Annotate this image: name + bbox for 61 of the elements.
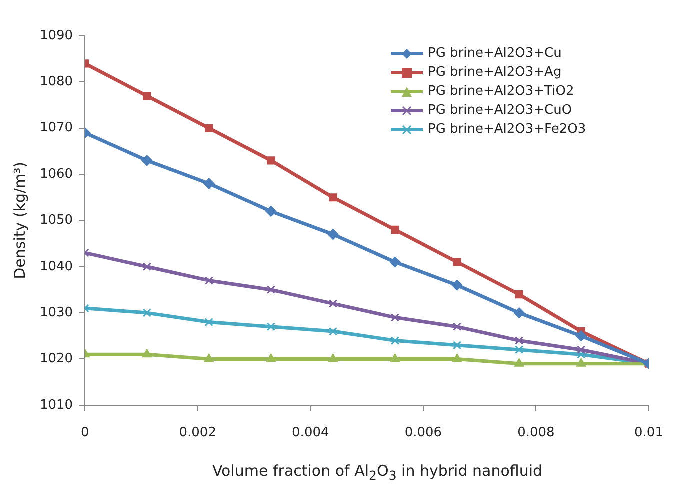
point <box>453 258 462 266</box>
x-tick-label: 0.002 <box>179 426 216 441</box>
point <box>267 156 276 165</box>
y-tick-label: 1060 <box>40 166 74 182</box>
point <box>576 358 586 367</box>
y-tick-label: 1030 <box>40 305 74 320</box>
point <box>143 92 152 100</box>
point <box>452 322 462 332</box>
x-tick-label: 0.004 <box>292 426 330 441</box>
point <box>328 327 338 336</box>
point <box>328 300 338 308</box>
point <box>204 318 214 327</box>
point <box>515 290 524 299</box>
point <box>514 358 524 367</box>
point <box>266 322 276 332</box>
y-axis-title: Density (kg/m³) <box>10 162 29 280</box>
point <box>328 354 338 362</box>
y-tick-label: 1040 <box>40 259 74 274</box>
point <box>576 330 587 342</box>
x-axis-title: Volume fraction of Al$_{2}$O$_{3}$ in hybrid nanofluid <box>211 462 544 483</box>
point <box>266 354 276 362</box>
point <box>390 313 400 322</box>
point <box>204 354 214 362</box>
point <box>142 155 153 166</box>
point <box>204 276 214 286</box>
point <box>452 341 462 350</box>
x-tick-label: 0.006 <box>404 426 442 441</box>
y-tick-label: 1050 <box>40 213 74 228</box>
legend-label: PG brine+Al2O3+Ag <box>428 64 562 82</box>
legend-label: PG brine+Al2O3+Fe2O3 <box>428 121 586 139</box>
point <box>514 308 525 319</box>
legend-label: PG brine+Al2O3+CuO <box>428 102 572 120</box>
y-tick-label: 1090 <box>40 28 74 44</box>
x-tick-label: 0.008 <box>518 426 555 441</box>
y-tick-label: 1070 <box>40 120 74 136</box>
point <box>205 124 214 132</box>
x-tick-label: 0.01 <box>634 426 664 441</box>
point <box>577 346 586 354</box>
y-tick-label: 1080 <box>40 74 74 90</box>
point <box>515 336 524 346</box>
y-tick-label: 1010 <box>40 398 74 413</box>
point <box>515 346 524 354</box>
legend-label: PG brine+Al2O3+TiO2 <box>428 83 574 101</box>
point <box>266 286 276 294</box>
point <box>204 178 215 190</box>
point <box>390 336 400 346</box>
point <box>328 229 339 240</box>
point <box>390 354 400 362</box>
point <box>142 349 152 358</box>
point <box>577 350 586 359</box>
point <box>452 354 462 362</box>
point <box>142 308 152 318</box>
point <box>266 206 277 217</box>
point <box>142 262 152 272</box>
y-tick-label: 1020 <box>40 352 74 367</box>
point <box>390 256 401 268</box>
x-tick-label: 0 <box>80 426 90 441</box>
point <box>329 194 338 202</box>
point <box>452 280 463 291</box>
legend-label: PG brine+Al2O3+Cu <box>428 45 562 63</box>
point <box>391 226 400 234</box>
